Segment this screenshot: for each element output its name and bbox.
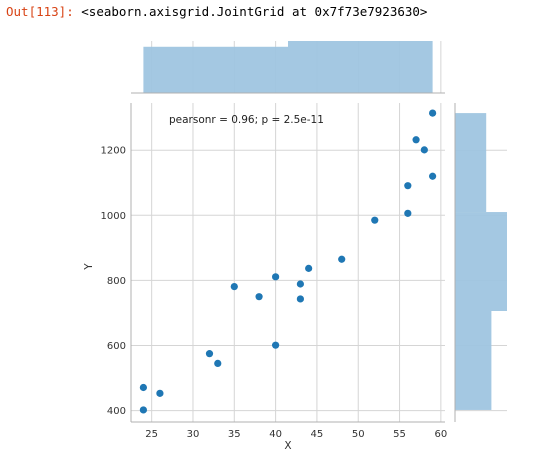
- scatter-point: [371, 216, 379, 224]
- y-tick-label: 1200: [101, 146, 126, 157]
- scatter-point: [139, 406, 147, 414]
- scatter-point: [429, 172, 437, 180]
- marginal-x-bar: [288, 41, 433, 93]
- scatter-point: [296, 280, 304, 288]
- x-tick-label: 60: [435, 429, 448, 440]
- x-axis-label: X: [284, 440, 291, 452]
- main-grid: [130, 103, 445, 423]
- output-repr-text: <seaborn.axisgrid.JointGrid at 0x7f73e79…: [81, 4, 428, 19]
- scatter-point: [255, 293, 263, 301]
- marginal-x-bar: [143, 46, 288, 93]
- scatter-point: [296, 295, 304, 303]
- y-tick-label: 600: [107, 341, 126, 352]
- marginal-y-bar: [455, 311, 492, 410]
- scatter-point: [429, 109, 437, 117]
- scatter-point: [272, 273, 280, 281]
- output-prompt: Out[113]:: [6, 4, 74, 19]
- scatter-point: [305, 264, 313, 272]
- marginal-y-histogram: [454, 103, 507, 422]
- marginal-x-histogram: [131, 41, 445, 94]
- tick-labels: 25 30 35 40 45 50 55 60 400 600 800 1000 1200: [101, 146, 448, 440]
- y-axis-label: Y: [83, 263, 95, 271]
- scatter-point: [230, 282, 238, 291]
- x-tick-label: 50: [352, 429, 365, 440]
- marginal-y-bar: [455, 212, 507, 312]
- scatter-point: [205, 350, 214, 358]
- scatter-points: [139, 109, 437, 414]
- x-tick-label: 45: [311, 429, 324, 440]
- x-tick-label: 55: [393, 429, 406, 440]
- pearson-annotation: pearsonr = 0.96; p = 2.5e-11: [169, 114, 324, 126]
- y-tick-label: 800: [107, 276, 126, 287]
- scatter-point: [404, 209, 412, 217]
- scatter-point: [412, 136, 420, 144]
- scatter-point: [338, 255, 346, 263]
- output-line: Out[113]: <seaborn.axisgrid.JointGrid at…: [6, 4, 427, 19]
- scatter-point: [420, 146, 428, 154]
- scatter-point: [272, 341, 280, 349]
- x-tick-label: 25: [145, 429, 158, 440]
- y-tick-label: 400: [107, 406, 126, 417]
- scatter-point: [214, 359, 222, 368]
- x-tick-label: 30: [187, 429, 200, 440]
- x-tick-label: 40: [269, 429, 282, 440]
- x-tick-label: 35: [228, 429, 241, 440]
- scatter-point: [404, 182, 412, 190]
- scatter-point: [156, 389, 164, 397]
- marginal-y-bar: [455, 113, 487, 213]
- y-tick-label: 1000: [101, 211, 126, 222]
- scatter-point: [139, 383, 147, 392]
